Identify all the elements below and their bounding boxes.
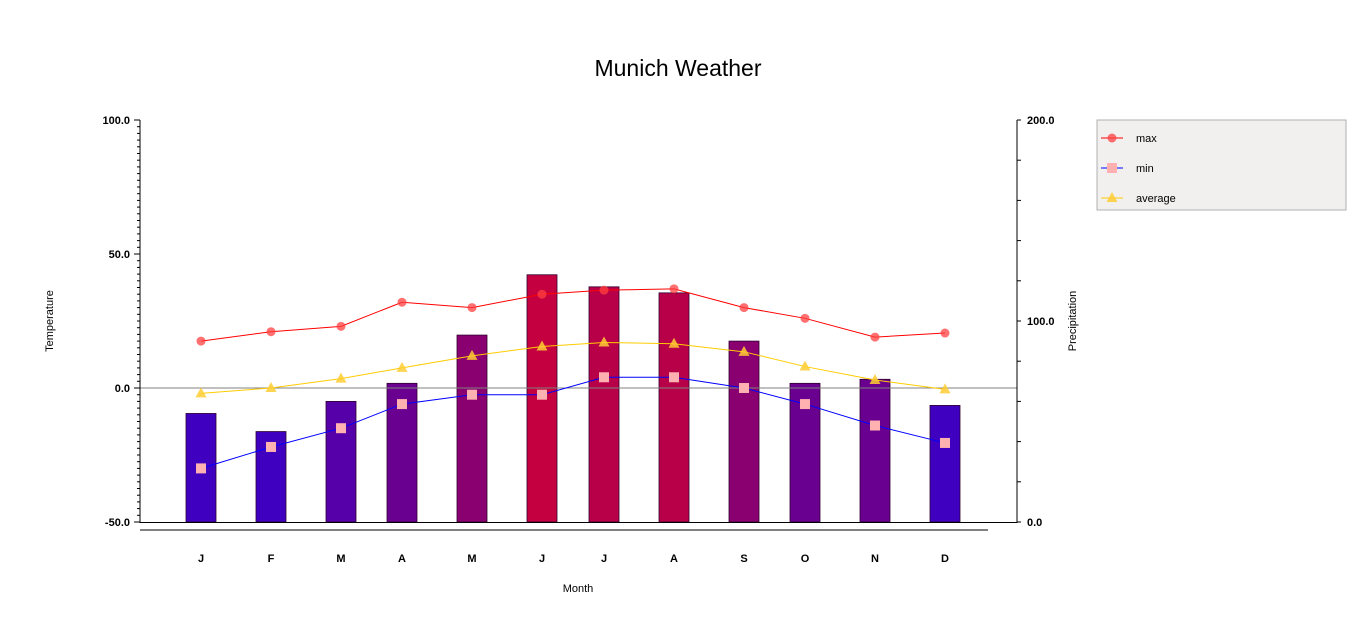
min-point (669, 372, 679, 383)
average-point (939, 383, 951, 394)
x-tick-label: J (198, 553, 204, 565)
x-tick-label: J (601, 553, 607, 565)
legend-marker (1107, 133, 1117, 143)
precipitation-bar (456, 334, 488, 523)
y-tick-label: 0.0 (115, 383, 130, 395)
average-point (869, 373, 881, 384)
precipitation-bar (658, 292, 690, 523)
min-point (336, 423, 346, 434)
axes-layer: 100.0 50.0 0.0 -50.0 200.0 100.0 0.0 J F M A M J J A S O… (102, 115, 1054, 565)
max-point (669, 284, 679, 294)
min-point (800, 399, 810, 410)
series-layer (195, 284, 951, 474)
x-tick-label: D (941, 553, 949, 565)
x-tick-label: O (801, 553, 810, 565)
min-point (266, 441, 276, 452)
legend-label: average (1136, 193, 1176, 205)
precipitation-bar (325, 400, 357, 523)
x-tick-label: M (467, 553, 476, 565)
min-point (940, 437, 950, 448)
max-point (870, 332, 880, 342)
min-series-line (200, 376, 946, 469)
legend: max min average (1096, 119, 1347, 211)
max-point (266, 327, 276, 337)
average-point (799, 360, 811, 371)
x-tick-label: A (398, 553, 406, 565)
max-point (599, 285, 609, 295)
bars-layer (185, 274, 961, 523)
average-point (668, 337, 680, 348)
legend-marker (1107, 163, 1117, 173)
average-series-line (200, 341, 946, 394)
x-axis-label: Month (563, 583, 594, 595)
chart-title: Munich Weather (594, 55, 761, 81)
min-point (196, 463, 206, 474)
average-point (195, 387, 207, 398)
min-point (537, 389, 547, 400)
x-tick-label: S (740, 553, 747, 565)
average-point (598, 336, 610, 347)
x-tick-label: F (268, 553, 275, 565)
max-point (196, 336, 206, 346)
legend-label: max (1136, 133, 1157, 145)
max-point (739, 303, 749, 313)
y2-tick-label: 100.0 (1027, 316, 1055, 328)
min-point (870, 420, 880, 431)
y2-axis-label: Precipitation (1067, 291, 1079, 352)
max-point (336, 321, 346, 331)
max-point (800, 313, 810, 323)
legend-marker (1106, 192, 1118, 202)
x-tick-label: M (336, 553, 345, 565)
average-point (265, 382, 277, 392)
x-tick-label: N (871, 553, 879, 565)
precipitation-bar (929, 405, 961, 523)
min-point (739, 383, 749, 393)
max-series-line (200, 288, 946, 342)
average-point (396, 361, 408, 372)
min-point (599, 372, 609, 383)
average-point (466, 349, 478, 360)
y-tick-label: 100.0 (102, 115, 130, 127)
average-point (536, 340, 548, 351)
x-tick-label: A (670, 553, 678, 565)
max-point (467, 303, 477, 313)
legend-label: min (1136, 163, 1154, 175)
legend-box (1096, 119, 1347, 211)
precipitation-bar (588, 286, 620, 523)
precipitation-bar (728, 340, 760, 523)
max-point (397, 297, 407, 307)
y2-tick-label: 200.0 (1027, 115, 1055, 127)
x-tick-label: J (539, 553, 545, 565)
y-tick-label: -50.0 (105, 517, 130, 529)
max-point (537, 289, 547, 299)
min-point (397, 399, 407, 410)
min-point (467, 389, 477, 400)
y2-tick-label: 0.0 (1027, 517, 1042, 529)
y-axis-label: Temperature (44, 290, 56, 352)
precipitation-bar (859, 378, 891, 523)
y-tick-label: 50.0 (109, 249, 130, 261)
average-point (335, 372, 347, 383)
max-point (940, 328, 950, 338)
average-point (738, 345, 750, 356)
